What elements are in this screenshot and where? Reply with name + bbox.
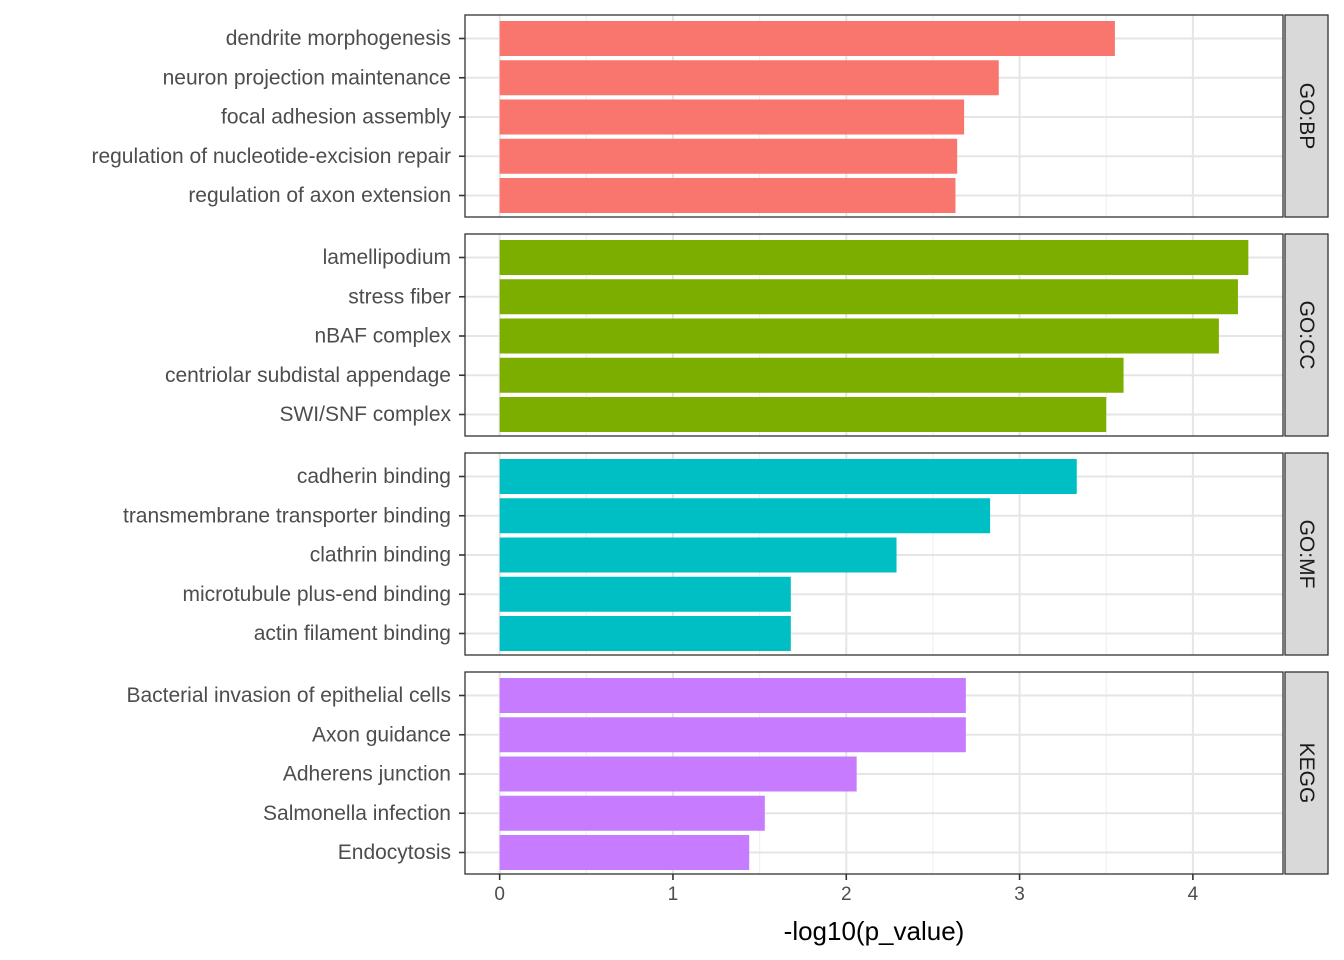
bar — [499, 99, 965, 135]
category-label: transmembrane transporter binding — [123, 504, 451, 527]
facet-strip-label: KEGG — [1295, 743, 1318, 804]
bar — [499, 178, 956, 213]
bar — [499, 60, 999, 96]
bar — [499, 756, 857, 792]
category-label: neuron projection maintenance — [163, 66, 451, 89]
bar — [499, 678, 966, 713]
category-label: regulation of axon extension — [188, 184, 451, 207]
facet-strip-label: GO:CC — [1295, 301, 1318, 370]
category-label: clathrin binding — [310, 544, 451, 567]
x-tick-label: 1 — [668, 884, 679, 905]
facet-strip-label: GO:MF — [1295, 520, 1318, 589]
category-label: centriolar subdistal appendage — [165, 364, 451, 387]
category-label: actin filament binding — [254, 622, 451, 645]
x-tick-label: 0 — [494, 884, 505, 905]
category-label: Endocytosis — [338, 841, 451, 864]
bar — [499, 498, 991, 534]
category-label: SWI/SNF complex — [279, 403, 451, 426]
facet-strip — [1284, 671, 1329, 875]
panel-border — [464, 14, 1284, 218]
bar — [499, 138, 958, 174]
bar — [499, 279, 1238, 315]
category-label: regulation of nucleotide-excision repair — [91, 145, 451, 168]
panel-border — [464, 671, 1284, 875]
x-tick-label: 2 — [841, 884, 852, 905]
category-label: Axon guidance — [312, 723, 451, 746]
bar — [499, 318, 1219, 354]
category-label: dendrite morphogenesis — [226, 27, 451, 50]
bar — [499, 21, 1115, 56]
category-label: Salmonella infection — [263, 802, 451, 825]
panels-layer: dendrite morphogenesis neuron projection … — [91, 14, 1329, 875]
x-axis: 0 1 2 3 4 — [494, 874, 1199, 905]
category-label: Adherens junction — [283, 763, 451, 786]
category-label: microtubule plus-end binding — [183, 583, 452, 606]
category-label: nBAF complex — [314, 325, 451, 348]
facet-panel: lamellipodium stress fiber nBAF complex cen… — [165, 233, 1329, 437]
bar — [499, 240, 1249, 275]
bar — [499, 357, 1124, 393]
bar — [499, 576, 791, 612]
category-label: stress fiber — [348, 285, 451, 308]
facet-panel: cadherin binding transmembrane transporte… — [123, 452, 1329, 656]
bar — [499, 397, 1107, 432]
category-label: lamellipodium — [323, 246, 451, 269]
x-tick-label: 4 — [1188, 884, 1199, 905]
x-axis-title: -log10(p_value) — [784, 916, 965, 946]
bar — [499, 795, 765, 831]
x-tick-label: 3 — [1014, 884, 1025, 905]
bar — [499, 835, 750, 870]
facet-strip — [1284, 452, 1329, 656]
category-label: Bacterial invasion of epithelial cells — [126, 684, 451, 707]
facet-strip-label: GO:BP — [1295, 83, 1318, 150]
bar — [499, 459, 1077, 494]
category-label: cadherin binding — [297, 465, 451, 488]
bar — [499, 537, 897, 573]
panel-border — [464, 452, 1284, 656]
panel-border — [464, 233, 1284, 437]
facet-panel: Bacterial invasion of epithelial cells Ax… — [126, 671, 1329, 875]
facet-panel: dendrite morphogenesis neuron projection … — [91, 14, 1329, 218]
facet-strip — [1284, 233, 1329, 437]
facet-strip — [1284, 14, 1329, 218]
bar — [499, 616, 791, 651]
category-label: focal adhesion assembly — [221, 106, 451, 129]
bar — [499, 717, 966, 753]
